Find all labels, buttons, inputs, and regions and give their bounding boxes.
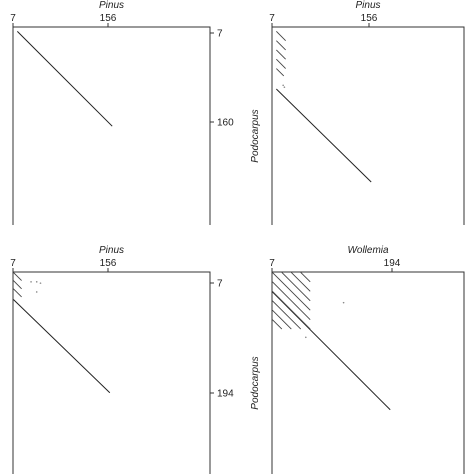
- repeat-segment: [13, 280, 22, 290]
- x-tick-label: 7: [10, 258, 16, 269]
- x-tick-label: 194: [384, 258, 401, 269]
- y-tick-label: 160: [217, 118, 234, 129]
- match-dot: [39, 282, 42, 284]
- y-tick-label: 7: [217, 29, 223, 40]
- plot-frame: [12, 271, 211, 474]
- match-dot: [305, 336, 307, 339]
- repeat-segment: [281, 272, 311, 302]
- panel-title: Wollemia: [347, 245, 389, 256]
- dot-plot-panel-4: Wollemia 7 194 Podocarpus: [250, 245, 465, 474]
- repeat-segment: [276, 49, 286, 60]
- panel-title: Pinus: [99, 245, 124, 256]
- y-axis-label: Podocarpus: [250, 356, 261, 409]
- repeat-segment: [272, 319, 283, 330]
- repeat-segment: [276, 31, 286, 41]
- repeat-segment: [13, 272, 22, 281]
- repeat-segment: [272, 290, 311, 330]
- repeat-segment: [300, 272, 311, 283]
- repeat-segment: [272, 272, 311, 311]
- repeat-segment: [272, 309, 292, 330]
- main-diagonal: [13, 299, 111, 394]
- repeat-segment: [272, 300, 302, 330]
- main-diagonal: [275, 88, 372, 183]
- dot-plot-panel-3: Pinus 7 156 7 194: [10, 245, 234, 474]
- x-tick-label: 7: [269, 258, 275, 269]
- x-tick-label: 7: [10, 13, 16, 24]
- y-tick-label: 7: [217, 279, 223, 290]
- repeat-segment: [276, 68, 285, 77]
- repeat-segment: [290, 272, 311, 292]
- dot-plot-panel-1: Pinus 7 156 7 160: [10, 0, 234, 225]
- y-tick-label: 194: [217, 389, 234, 400]
- plot-frame: [271, 26, 465, 225]
- x-tick-label: 156: [361, 13, 378, 24]
- match-dot: [342, 301, 345, 304]
- match-dot: [283, 86, 286, 88]
- repeat-segment: [13, 288, 22, 298]
- plot-frame: [271, 271, 465, 474]
- match-dot: [35, 291, 38, 293]
- x-tick-label: 7: [269, 13, 275, 24]
- y-axis-label: Podocarpus: [250, 109, 261, 162]
- match-dot: [35, 281, 38, 283]
- panel-title: Pinus: [355, 0, 380, 11]
- x-tick-label: 156: [100, 13, 117, 24]
- dot-plot-panel-2: Pinus 7 156 Podocarpus: [250, 0, 465, 225]
- main-diagonal: [16, 30, 113, 127]
- repeat-segment: [272, 281, 311, 320]
- plot-frame: [12, 26, 211, 225]
- x-tick-label: 156: [100, 258, 117, 269]
- match-dot: [282, 84, 284, 87]
- repeat-segment: [276, 40, 286, 51]
- panel-title: Pinus: [99, 0, 124, 11]
- match-dot: [30, 281, 32, 283]
- repeat-segment: [276, 58, 286, 69]
